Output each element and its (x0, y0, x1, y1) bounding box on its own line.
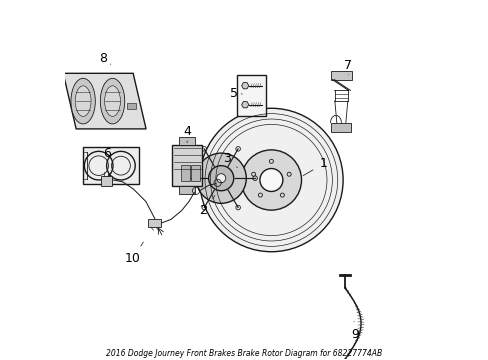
Polygon shape (63, 73, 146, 129)
Polygon shape (241, 82, 248, 89)
Text: 1: 1 (303, 157, 326, 176)
Bar (190, 165, 199, 181)
Polygon shape (241, 102, 248, 108)
Ellipse shape (75, 86, 91, 116)
Bar (126, 103, 136, 109)
Text: 3: 3 (222, 152, 237, 167)
Circle shape (196, 153, 246, 203)
Bar (237, 75, 266, 116)
Bar (83, 147, 139, 184)
Text: 7: 7 (344, 59, 352, 75)
Bar (330, 71, 351, 80)
Bar (101, 176, 112, 186)
Circle shape (260, 168, 282, 192)
Ellipse shape (71, 78, 95, 124)
Text: 10: 10 (124, 242, 143, 265)
Bar (171, 145, 202, 186)
Text: 2: 2 (199, 195, 215, 217)
Bar (179, 137, 195, 145)
Bar (180, 165, 189, 181)
Text: 8: 8 (100, 51, 111, 64)
Circle shape (216, 174, 225, 183)
Ellipse shape (104, 86, 120, 116)
Ellipse shape (100, 78, 124, 124)
Circle shape (241, 150, 301, 210)
Circle shape (199, 108, 343, 252)
Text: 4: 4 (183, 125, 191, 143)
Bar (148, 219, 161, 227)
Bar (330, 123, 351, 132)
Text: 5: 5 (230, 87, 242, 100)
Text: 2016 Dodge Journey Front Brakes Brake Rotor Diagram for 68227774AB: 2016 Dodge Journey Front Brakes Brake Ro… (106, 349, 382, 358)
Text: 6: 6 (103, 147, 111, 159)
Bar (179, 186, 195, 194)
Circle shape (208, 166, 233, 191)
Text: 9: 9 (351, 321, 359, 341)
